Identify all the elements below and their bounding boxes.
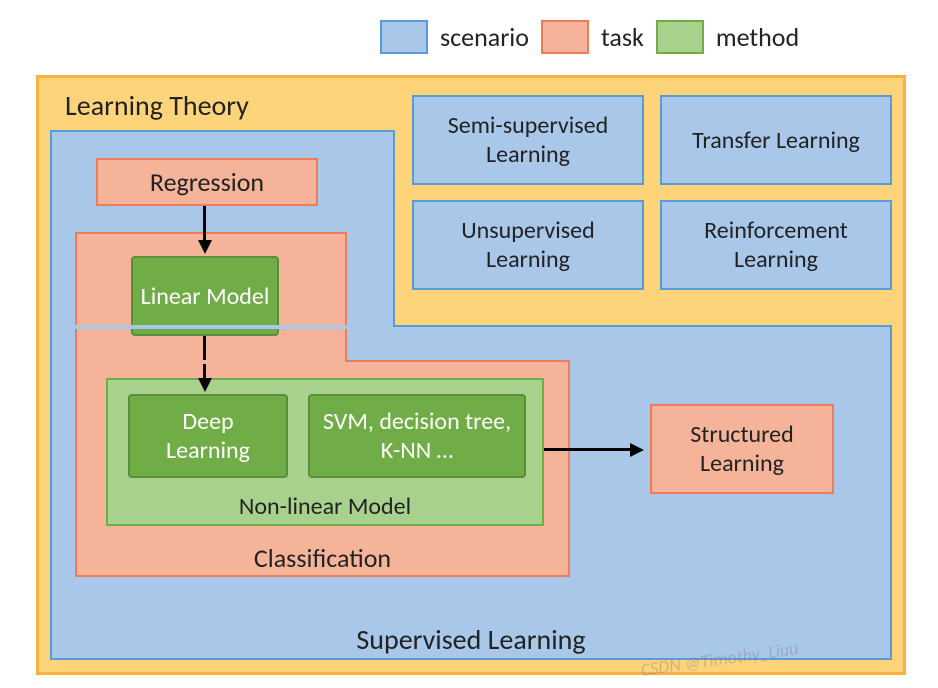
legend-label-task: task [601,21,644,53]
transfer-learning-label: Transfer Learning [692,126,860,155]
linear-model-box: Linear Model [131,256,279,336]
legend-swatch-task [541,20,589,54]
legend-label-scenario: scenario [440,21,529,53]
unsupervised-label: Unsupervised Learning [422,216,634,274]
transfer-learning-box: Transfer Learning [660,95,892,185]
unsupervised-box: Unsupervised Learning [412,200,644,290]
learning-theory-label: Learning Theory [65,88,249,123]
linear-model-label: Linear Model [141,282,270,311]
svm-tree-knn-box: SVM, decision tree, K-NN … [308,394,526,478]
regression-box: Regression [96,158,318,206]
structured-learning-box: Structured Learning [650,404,834,494]
legend-label-method: method [716,21,799,53]
regression-label: Regression [150,166,264,198]
svm-tree-knn-label: SVM, decision tree, K-NN … [318,407,516,465]
semi-supervised-box: Semi-supervised Learning [412,95,644,185]
deep-learning-label: Deep Learning [138,407,278,465]
reinforcement-box: Reinforcement Learning [660,200,892,290]
deep-learning-box: Deep Learning [128,394,288,478]
legend-swatch-scenario [380,20,428,54]
semi-supervised-label: Semi-supervised Learning [422,111,634,169]
nonlinear-model-label: Non-linear Model [106,492,544,521]
legend: scenario task method [380,20,799,54]
legend-swatch-method [656,20,704,54]
structured-learning-label: Structured Learning [660,420,824,478]
classification-label: Classification [75,542,570,574]
reinforcement-label: Reinforcement Learning [670,216,882,274]
